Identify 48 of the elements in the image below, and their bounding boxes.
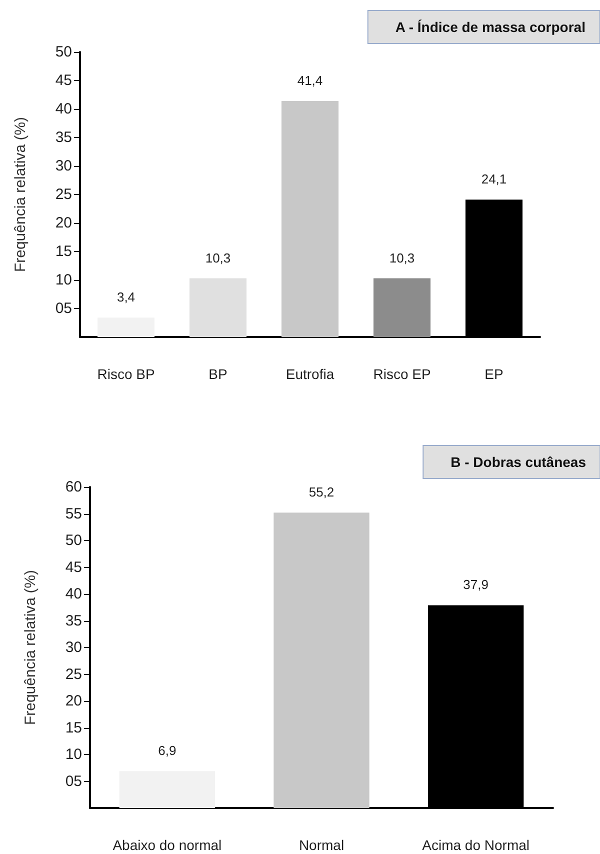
y-tick-label: 05 [65, 772, 82, 790]
data-label: 10,3 [389, 250, 415, 266]
bar [119, 771, 216, 808]
x-tick-label: Risco BP [97, 366, 155, 382]
y-tick-label: 50 [65, 532, 82, 549]
y-tick-label: 20 [55, 214, 72, 232]
y-tick-label: 35 [55, 129, 72, 146]
y-tick-label: 10 [55, 272, 72, 288]
y-tick-label: 40 [55, 100, 72, 118]
bar [281, 101, 339, 337]
data-label: 3,4 [116, 290, 136, 305]
x-tick-label: Risco EP [373, 366, 431, 382]
y-tick-label: 40 [65, 586, 82, 602]
y-tick-label: 25 [65, 666, 82, 683]
y-axis-title: Frequência relativa (%) [12, 116, 29, 272]
y-tick-label: 30 [65, 639, 82, 656]
y-tick-label: 15 [65, 719, 82, 736]
bar [189, 278, 247, 337]
data-label: 10,3 [205, 250, 231, 266]
y-tick-label: 05 [55, 300, 72, 317]
y-tick-label: 30 [55, 158, 72, 174]
x-tick-label: Abaixo do normal [112, 837, 222, 853]
y-axis-title: Frequência relativa (%) [22, 570, 39, 726]
y-tick-label: 25 [55, 186, 72, 203]
y-tick-label: 15 [55, 243, 72, 260]
y-tick-label: 45 [55, 72, 72, 89]
bar [274, 512, 370, 808]
data-label: 37,9 [463, 577, 488, 592]
data-label: 24,1 [481, 172, 507, 187]
y-tick-label: 50 [55, 44, 72, 60]
x-tick-label: BP [208, 366, 228, 382]
x-tick-label: EP [484, 366, 504, 382]
x-tick-label: Acima do Normal [422, 837, 530, 853]
x-tick-label: Normal [298, 837, 344, 853]
y-tick-label: 55 [65, 505, 82, 522]
y-tick-label: 35 [65, 612, 82, 630]
y-tick-label: 45 [65, 558, 82, 576]
chart-title: B - Dobras cutâneas [450, 454, 586, 470]
bar [373, 278, 431, 337]
y-tick-label: 10 [65, 746, 82, 763]
y-tick-label: 20 [65, 692, 82, 710]
data-label: 55,2 [308, 484, 334, 500]
x-tick-label: Eutrofia [286, 366, 334, 382]
data-label: 6,9 [158, 743, 176, 758]
bar [97, 318, 155, 337]
chart-title: A - Índice de massa corporal [395, 19, 586, 35]
y-tick-label: 60 [65, 478, 82, 496]
data-label: 41,4 [297, 73, 323, 88]
